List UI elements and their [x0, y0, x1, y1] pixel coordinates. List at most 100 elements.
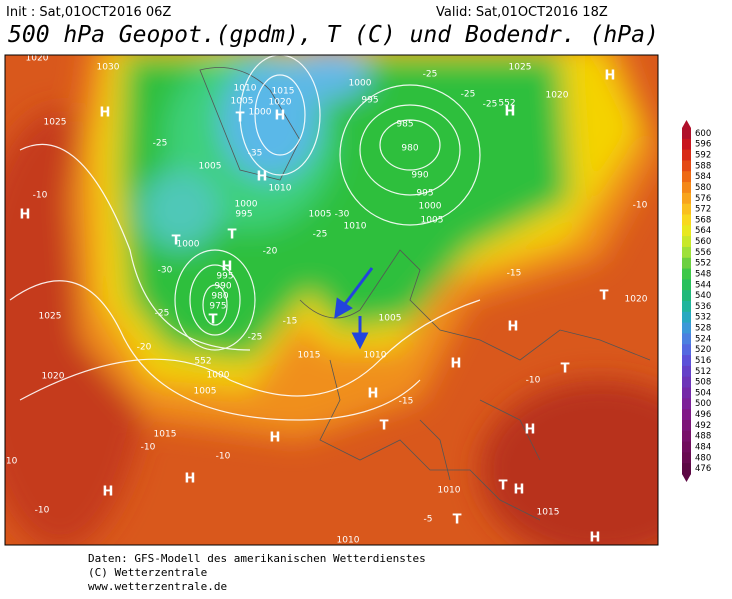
contour-label: 980: [211, 292, 228, 302]
pressure-center: T: [228, 228, 237, 243]
colorbar-label: 532: [695, 313, 711, 323]
contour-label: 1020: [26, 54, 49, 64]
pressure-center: T: [236, 111, 245, 126]
colorbar-swatch: [682, 160, 691, 172]
pressure-center: T: [453, 513, 462, 528]
colorbar-label: 536: [695, 302, 711, 312]
contour-label: 1005: [421, 216, 444, 226]
colorbar: 6005965925885845805765725685645605565525…: [682, 120, 711, 482]
colorbar-swatch: [682, 322, 691, 334]
colorbar-swatch: [682, 344, 691, 356]
colorbar-label: 544: [695, 280, 711, 290]
contour-label: -10: [216, 452, 231, 462]
contour-label: 1020: [269, 98, 292, 108]
contour-label: 1000: [235, 200, 258, 210]
colorbar-swatch: [682, 225, 691, 237]
contour-label: 1020: [546, 91, 569, 101]
footer-line: Daten: GFS-Modell des amerikanischen Wet…: [88, 552, 426, 565]
contour-label: -35: [248, 149, 263, 159]
pressure-center: H: [590, 531, 601, 546]
init-time: Init : Sat,01OCT2016 06Z: [6, 5, 171, 20]
temperature-field: [5, 55, 658, 545]
contour-label: 1000: [349, 79, 372, 89]
colorbar-label: 508: [695, 378, 711, 388]
contour-label: 1000: [419, 202, 442, 212]
pressure-center: T: [600, 289, 609, 304]
footer-line: www.wetterzentrale.de: [88, 580, 227, 593]
colorbar-label: 568: [695, 215, 711, 225]
contour-label: 995: [416, 189, 433, 199]
pressure-center: H: [185, 472, 196, 487]
colorbar-swatch: [682, 365, 691, 378]
colorbar-label: 516: [695, 356, 711, 366]
colorbar-swatch: [682, 430, 691, 443]
pressure-center: T: [380, 419, 389, 434]
colorbar-swatch: [682, 355, 691, 367]
contour-label: -30: [158, 266, 173, 276]
pressure-center: H: [257, 170, 268, 185]
coastlines: [199, 67, 651, 521]
pressure-center: H: [20, 208, 31, 223]
colorbar-label: 512: [695, 367, 711, 377]
colorbar-swatch: [682, 236, 691, 248]
pressure-center: H: [100, 106, 111, 121]
contour-label: 995: [235, 210, 252, 220]
colorbar-swatch: [682, 333, 691, 345]
colorbar-label: 480: [695, 453, 711, 463]
colorbar-swatch: [682, 419, 691, 432]
contour-label: 1015: [154, 430, 177, 440]
pressure-center: T: [172, 234, 181, 249]
contour-label: -5: [424, 515, 433, 525]
contour-label: 1015: [272, 87, 295, 97]
contour-label: -25: [155, 309, 170, 319]
contour-label: 1030: [97, 63, 120, 73]
colorbar-swatch: [682, 452, 691, 464]
colorbar-label: 484: [695, 442, 711, 452]
colorbar-swatch: [682, 463, 691, 475]
pressure-center: H: [451, 357, 462, 372]
colorbar-label: 584: [695, 172, 711, 182]
map-frame: [4, 54, 659, 546]
footer-line: (C) Wetterzentrale: [88, 566, 207, 579]
contour-label: 1010: [337, 536, 360, 546]
contour-label: 1010: [269, 184, 292, 194]
colorbar-label: 572: [695, 205, 711, 215]
contour-label: 1000: [207, 371, 230, 381]
colorbar-cap: [682, 474, 691, 482]
contour-label: 1010: [344, 222, 367, 232]
colorbar-label: 552: [695, 259, 711, 269]
colorbar-label: 588: [695, 161, 711, 171]
pressure-center: H: [514, 483, 525, 498]
colorbar-label: 520: [695, 345, 711, 355]
contour-label: 552: [194, 357, 211, 367]
contour-label: 1005: [231, 97, 254, 107]
colorbar-swatch: [682, 128, 691, 140]
colorbar-swatch: [682, 409, 691, 421]
pressure-center: H: [222, 260, 233, 275]
colorbar-label: 592: [695, 151, 711, 161]
contour-label: 1025: [44, 118, 67, 128]
valid-time: Valid: Sat,01OCT2016 18Z: [436, 5, 608, 20]
contour-label: 1015: [537, 508, 560, 518]
pressure-center: T: [209, 313, 218, 328]
contour-label: 1010: [438, 486, 461, 496]
contour-label: 1010: [364, 351, 387, 361]
pressure-center: H: [525, 423, 536, 438]
colorbar-swatch: [682, 311, 691, 324]
contour-label: 1025: [509, 63, 532, 73]
pressure-center: T: [561, 362, 570, 377]
contour-label: -10: [526, 376, 541, 386]
colorbar-swatch: [682, 182, 691, 194]
contour-label: 1000: [177, 240, 200, 250]
contour-label: -10: [633, 201, 648, 211]
colorbar-swatch: [682, 268, 691, 280]
contour-label: -25: [153, 139, 168, 149]
colorbar-label: 540: [695, 291, 711, 301]
pressure-center: H: [508, 320, 519, 335]
contour-label: -10: [141, 443, 156, 453]
colorbar-label: 564: [695, 226, 711, 236]
colorbar-label: 504: [695, 388, 711, 398]
